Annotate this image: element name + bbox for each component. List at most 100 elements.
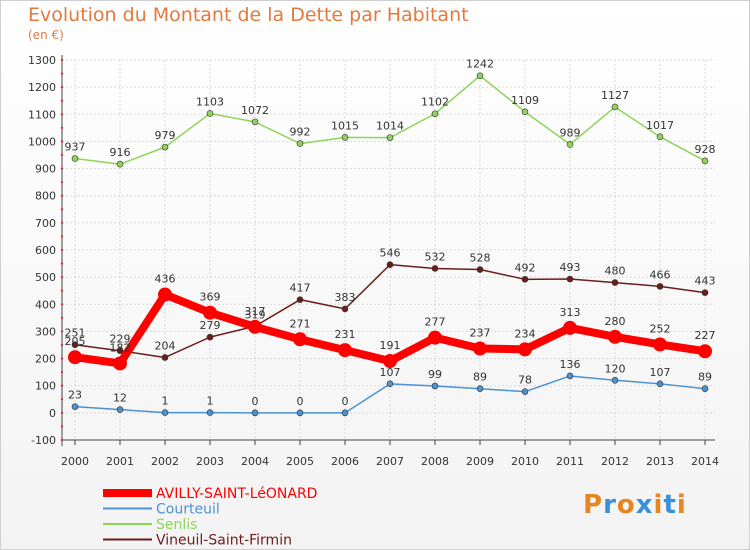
- data-label: 319: [245, 308, 266, 321]
- data-label: 937: [65, 141, 86, 154]
- data-point: [701, 157, 709, 165]
- data-point: [611, 103, 619, 111]
- y-tick-label: -100: [31, 434, 56, 447]
- data-point: [116, 347, 124, 355]
- logo-letter: P: [583, 490, 604, 520]
- data-point: [161, 409, 169, 416]
- data-point: [521, 276, 529, 283]
- data-point: [161, 143, 169, 151]
- data-point: [341, 134, 349, 141]
- data-point: [566, 275, 574, 283]
- data-point: [116, 406, 124, 413]
- x-tick-label: 2008: [421, 455, 449, 468]
- data-label: 1014: [376, 120, 404, 133]
- data-label: 182: [110, 341, 131, 354]
- data-label: 493: [560, 261, 581, 274]
- y-axis-minor-tick: [60, 330, 64, 333]
- data-label: 12: [113, 392, 127, 405]
- data-label: 234: [515, 327, 536, 340]
- data-point: [563, 320, 577, 335]
- y-axis-minor-tick: [60, 113, 64, 116]
- data-point: [431, 110, 439, 118]
- y-axis-minor-tick: [60, 58, 64, 62]
- data-label: 229: [110, 333, 131, 346]
- legend-label: Vineuil-Saint-Firmin: [156, 533, 292, 549]
- data-point: [203, 305, 217, 320]
- data-label: 107: [650, 366, 671, 379]
- y-tick-label: 800: [35, 190, 56, 203]
- chart-title: Evolution du Montant de la Dette par Hab…: [28, 4, 469, 26]
- y-axis-minor-tick: [60, 289, 64, 292]
- data-label: 0: [252, 395, 259, 408]
- data-label: 1109: [511, 94, 539, 107]
- data-point: [611, 376, 619, 384]
- data-point: [251, 409, 259, 417]
- y-axis-minor-tick: [60, 343, 64, 347]
- logo-letter: x: [635, 490, 654, 520]
- data-point: [71, 155, 79, 162]
- y-axis-minor-tick: [60, 99, 64, 102]
- data-label: 1015: [331, 119, 359, 132]
- data-point: [431, 265, 439, 272]
- data-point: [656, 380, 664, 388]
- x-tick-label: 2004: [241, 455, 269, 468]
- data-label: 916: [110, 146, 131, 159]
- x-tick-label: 2013: [646, 455, 674, 468]
- data-label: 383: [335, 291, 356, 304]
- x-tick-label: 2012: [601, 455, 629, 468]
- data-point: [608, 329, 622, 344]
- logo-letter: r: [603, 490, 617, 520]
- data-label: 1: [207, 395, 214, 408]
- data-label: 313: [560, 306, 581, 319]
- y-tick-label: 900: [35, 163, 56, 176]
- y-tick-label: 300: [35, 325, 56, 338]
- data-label: 0: [342, 395, 349, 408]
- data-point: [206, 333, 214, 341]
- x-tick-label: 2010: [511, 455, 539, 468]
- data-point: [428, 330, 442, 345]
- y-tick-label: 400: [35, 298, 56, 311]
- y-tick-label: 1100: [28, 108, 56, 121]
- y-tick-label: 0: [49, 407, 56, 420]
- y-tick-label: 600: [35, 244, 56, 257]
- data-point: [158, 287, 172, 302]
- data-label: 251: [65, 327, 86, 340]
- data-label: 546: [380, 247, 401, 260]
- data-point: [431, 382, 439, 390]
- data-label: 0: [297, 395, 304, 408]
- legend-label: AVILLY-SAINT-LéONARD: [156, 486, 317, 502]
- proxiti-logo: Proxiti: [583, 490, 687, 520]
- data-label: 317: [245, 305, 266, 318]
- data-point: [296, 296, 304, 303]
- data-label: 1103: [196, 95, 224, 108]
- y-tick-label: 1000: [28, 135, 56, 148]
- data-point: [473, 341, 487, 356]
- data-label: 466: [650, 268, 671, 281]
- data-label: 204: [155, 339, 176, 352]
- y-tick-label: 100: [35, 380, 56, 393]
- y-axis-minor-tick: [60, 208, 64, 211]
- data-label: 992: [290, 126, 311, 139]
- y-axis-minor-tick: [60, 438, 64, 442]
- y-axis-minor-tick: [60, 85, 64, 89]
- x-tick-label: 2007: [376, 455, 404, 468]
- y-axis-minor-tick: [60, 275, 64, 279]
- data-label: 227: [695, 329, 716, 342]
- data-label: 979: [155, 129, 176, 142]
- y-axis-minor-tick: [60, 384, 64, 387]
- x-tick-label: 2014: [691, 455, 719, 468]
- logo-letter: i: [676, 490, 687, 520]
- data-label: 107: [380, 366, 401, 379]
- data-label: 532: [425, 250, 446, 263]
- data-point: [296, 409, 304, 417]
- data-label: 191: [380, 339, 401, 352]
- x-tick-label: 2001: [106, 455, 134, 468]
- data-label: 237: [470, 327, 491, 340]
- y-axis-minor-tick: [60, 153, 64, 157]
- data-point: [656, 283, 664, 290]
- y-axis-minor-tick: [60, 411, 64, 415]
- data-point: [386, 134, 394, 141]
- data-point: [293, 332, 307, 347]
- y-axis-minor-tick: [60, 72, 64, 75]
